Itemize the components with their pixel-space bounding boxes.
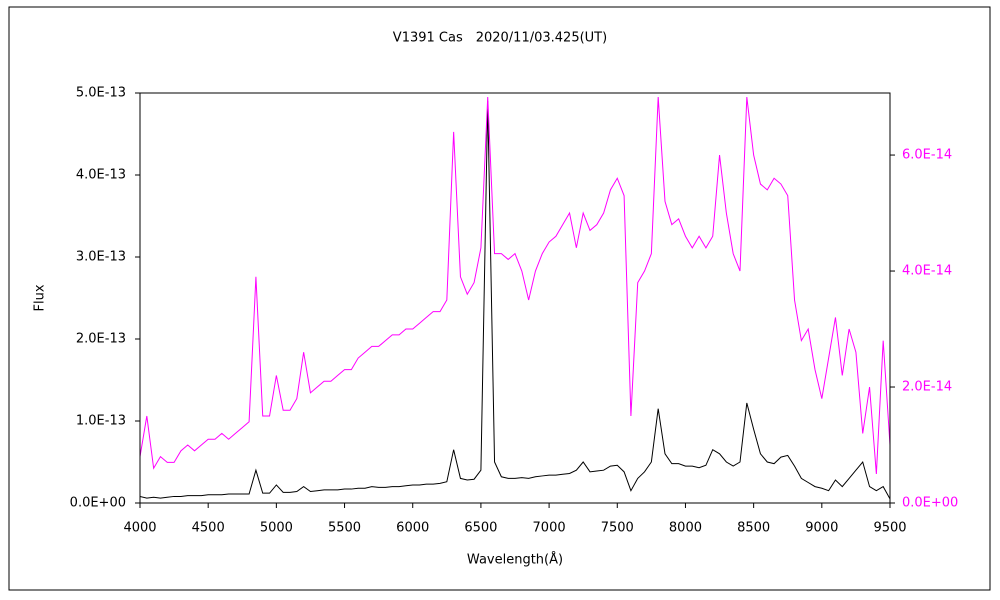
x-tick-label: 9500 (873, 521, 906, 536)
y-tick-label: 2.0E-13 (76, 332, 126, 347)
x-tick-label: 7500 (601, 521, 634, 536)
y2-tick-label: 2.0E-14 (902, 380, 952, 395)
y2-tick-label: 0.0E+00 (902, 496, 958, 511)
x-tick-label: 6500 (464, 521, 497, 536)
y-tick-label: 4.0E-13 (76, 168, 126, 183)
x-tick-label: 4000 (123, 521, 156, 536)
frame (8, 6, 991, 591)
x-tick-label: 7000 (533, 521, 566, 536)
y-tick-label: 1.0E-13 (76, 414, 126, 429)
x-tick-label: 5000 (260, 521, 293, 536)
x-tick-label: 6000 (396, 521, 429, 536)
y2-tick-label: 6.0E-14 (902, 148, 952, 163)
x-axis-label: Wavelength(Å) (467, 552, 563, 568)
spectrum-line (140, 101, 890, 500)
plot-lines (140, 97, 890, 500)
y-tick-label: 3.0E-13 (76, 250, 126, 265)
y-axis-label: Flux (33, 284, 48, 311)
x-tick-label: 8500 (737, 521, 770, 536)
x-tick-label: 4500 (192, 521, 225, 536)
x-tick-label: 5500 (328, 521, 361, 536)
y-tick-label: 0.0E+00 (70, 496, 126, 511)
x-tick-label: 9000 (805, 521, 838, 536)
x-tick-label: 8000 (669, 521, 702, 536)
plot-area-border (139, 92, 891, 504)
y-tick-label: 5.0E-13 (76, 86, 126, 101)
chart-title: V1391 Cas 2020/11/03.425(UT) (393, 31, 607, 46)
spectrum-line (140, 97, 890, 475)
y2-tick-label: 4.0E-14 (902, 264, 952, 279)
